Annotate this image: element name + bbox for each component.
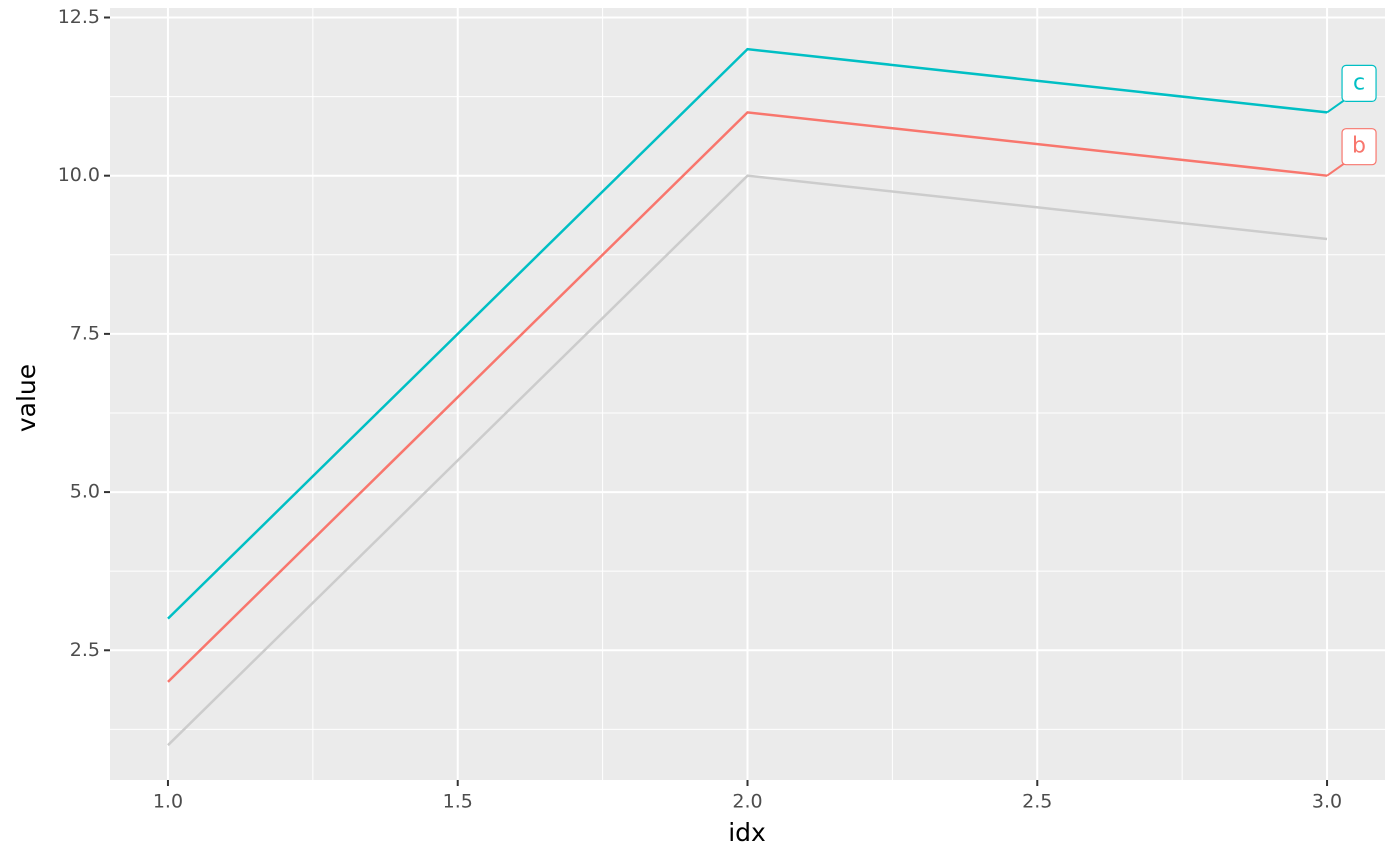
x-tick-label: 2.0: [732, 791, 762, 813]
label-box: [1341, 64, 1377, 103]
y-tick-label: 10.0: [58, 164, 100, 186]
line: [167, 47, 1328, 620]
line: [167, 174, 1328, 747]
y-tick-label: 2.5: [70, 639, 100, 661]
y-tick-label: 12.5: [58, 6, 100, 28]
x-tick-label: 2.5: [1022, 791, 1052, 813]
series-label: c: [1353, 70, 1365, 95]
line: [167, 111, 1328, 683]
x-tick-label: 1.5: [443, 791, 473, 813]
y-tick-label: 5.0: [70, 481, 100, 503]
y-axis-title: value: [12, 364, 41, 432]
x-axis-title: idx: [728, 818, 766, 847]
x-tick-label: 1.0: [153, 791, 183, 813]
series-label: b: [1352, 134, 1366, 159]
x-tick-label: 3.0: [1312, 791, 1342, 813]
y-tick-label: 7.5: [70, 322, 100, 344]
label-box: [1341, 128, 1377, 166]
